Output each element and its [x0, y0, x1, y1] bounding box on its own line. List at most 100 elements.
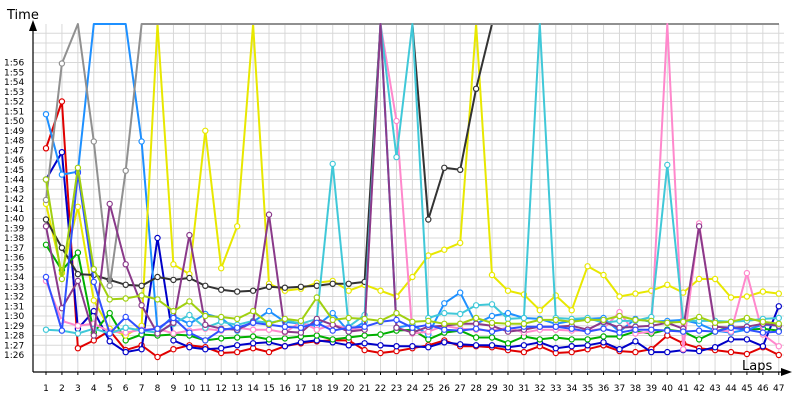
series-point — [202, 337, 209, 344]
series-point — [217, 265, 225, 272]
x-tick-label: 8 — [155, 384, 161, 394]
series-point — [759, 318, 767, 325]
series-point — [58, 98, 66, 105]
series-point — [520, 320, 528, 327]
series-point — [759, 288, 767, 295]
series-point — [345, 280, 352, 287]
series-point — [568, 307, 575, 314]
series-point — [106, 330, 113, 337]
x-tick-label: 1 — [43, 384, 49, 394]
y-tick-label: 1:54 — [4, 78, 24, 88]
series-point — [520, 314, 528, 322]
x-tick-label: 30 — [502, 384, 514, 394]
series-point — [409, 324, 416, 331]
series-point — [488, 319, 496, 326]
x-tick-label: 39 — [646, 384, 658, 394]
series-point — [313, 282, 320, 289]
series-point — [74, 203, 82, 210]
series-point — [648, 348, 655, 356]
x-tick-label: 34 — [566, 384, 578, 394]
x-tick-label: 32 — [534, 384, 545, 394]
x-tick-label: 9 — [171, 384, 177, 394]
y-tick-label: 1:26 — [4, 351, 24, 361]
series-point — [727, 294, 735, 301]
series-point — [695, 275, 703, 283]
series-point — [680, 328, 687, 335]
y-tick-label: 1:41 — [4, 205, 24, 215]
y-tick-label: 1:35 — [4, 263, 24, 273]
series-point — [329, 160, 336, 168]
y-tick-label: 1:46 — [4, 156, 24, 166]
x-tick-label: 15 — [263, 384, 274, 394]
series-point — [106, 338, 113, 345]
x-tick-label: 22 — [375, 384, 386, 394]
series-point — [441, 309, 448, 317]
series-point — [202, 312, 209, 320]
series-point — [457, 310, 464, 318]
y-tick-label: 1:51 — [4, 107, 24, 117]
series-point — [361, 346, 368, 354]
series-point — [138, 292, 145, 299]
series-point — [249, 333, 257, 340]
series-point — [584, 336, 591, 343]
series-point — [329, 327, 336, 334]
series-point — [42, 110, 50, 118]
x-tick-label: 20 — [343, 384, 355, 394]
series-point — [329, 280, 336, 287]
series-point — [58, 244, 66, 251]
x-tick-label: 13 — [231, 384, 242, 394]
series-point — [457, 327, 464, 334]
x-tick-label: 21 — [359, 384, 370, 394]
series-point — [265, 336, 273, 343]
series-point — [727, 324, 735, 331]
series-point — [170, 261, 177, 268]
y-tick-label: 1:38 — [4, 234, 24, 244]
series-point — [170, 330, 177, 337]
series-point — [329, 316, 336, 324]
series-point — [297, 317, 305, 325]
series-point — [74, 164, 82, 171]
series-point — [457, 166, 464, 173]
y-tick-label: 1:37 — [4, 244, 24, 254]
series-point — [154, 353, 161, 361]
series-point — [775, 320, 783, 327]
series-point — [695, 347, 703, 355]
series-point — [552, 334, 560, 341]
series-point — [217, 326, 225, 333]
x-tick-label: 36 — [598, 384, 610, 394]
axes: Time Laps — [6, 8, 792, 376]
x-tick-label: 31 — [518, 384, 529, 394]
series-point — [600, 339, 607, 346]
series-point — [106, 282, 113, 289]
series-point — [233, 348, 241, 356]
series-point — [568, 343, 575, 350]
series-point — [265, 320, 273, 327]
series-point — [42, 273, 50, 281]
y-tick-label: 1:36 — [4, 254, 24, 264]
series-point — [217, 345, 225, 352]
series-point — [233, 324, 241, 331]
x-tick-label: 42 — [693, 384, 704, 394]
series-point — [122, 313, 129, 321]
y-tick-label: 1:48 — [4, 137, 24, 147]
series-point — [457, 320, 464, 327]
series-point — [74, 345, 82, 352]
series-point — [664, 161, 671, 169]
series-point — [202, 346, 209, 353]
series-point — [457, 341, 464, 348]
series-lines — [42, 23, 783, 361]
series-point — [472, 314, 480, 322]
y-tick-label: 1:42 — [4, 195, 24, 205]
series-point — [600, 316, 607, 324]
series-point — [632, 348, 639, 356]
x-tick-label: 29 — [486, 384, 498, 394]
x-tick-label: 5 — [107, 384, 113, 394]
series-point — [42, 196, 50, 204]
x-tick-label: 28 — [470, 384, 482, 394]
series-point — [552, 316, 560, 324]
series-point — [122, 348, 129, 356]
series-point — [106, 309, 113, 317]
series-point — [488, 342, 496, 349]
series-point — [265, 211, 273, 218]
series-point — [711, 344, 719, 351]
